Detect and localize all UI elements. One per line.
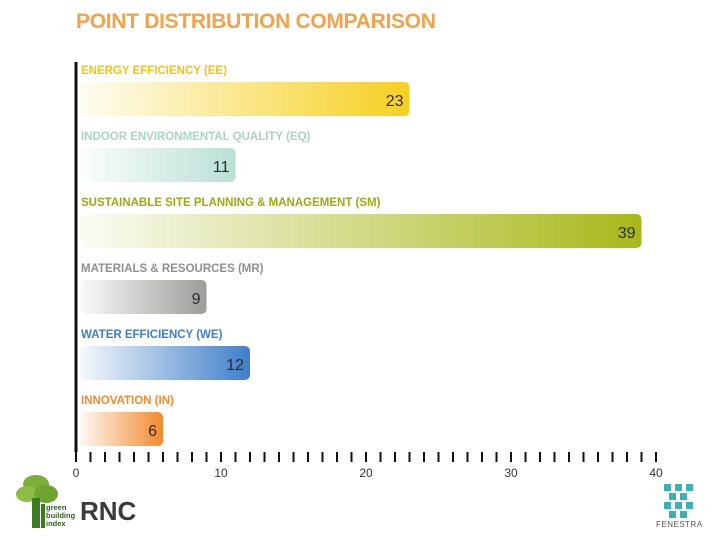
logo-word-1: green	[46, 503, 67, 512]
x-tick-label: 30	[504, 466, 518, 480]
bar	[80, 214, 642, 248]
x-tick-label: 0	[73, 466, 80, 480]
logo-word-3: index	[46, 519, 66, 528]
data-label: 11	[213, 159, 230, 176]
bar	[80, 412, 163, 446]
x-tick-label: 40	[649, 466, 663, 480]
data-label: 9	[192, 291, 201, 308]
bar	[80, 148, 236, 182]
logo-word-2: building	[46, 511, 76, 520]
data-label: 23	[386, 93, 404, 110]
data-label: 39	[618, 225, 636, 242]
category-label: WATER EFFICIENCY (WE)	[81, 329, 223, 341]
category-label: MATERIALS & RESOURCES (MR)	[81, 263, 264, 275]
data-label: 12	[226, 357, 244, 374]
bar	[80, 346, 250, 380]
chart-title: POINT DISTRIBUTION COMPARISON	[76, 10, 436, 33]
fenestra-logo	[664, 484, 693, 518]
category-label: INDOOR ENVIRONMENTAL QUALITY (EQ)	[81, 131, 311, 143]
x-tick-label: 20	[359, 466, 373, 480]
fenestra-label: FENESTRA	[656, 520, 703, 529]
category-label: ENERGY EFFICIENCY (EE)	[81, 65, 227, 77]
green-building-index-logo: green building index	[16, 475, 76, 528]
data-label: 6	[148, 423, 157, 440]
brand-name: RNC	[80, 496, 137, 526]
category-label: SUSTAINABLE SITE PLANNING & MANAGEMENT (…	[81, 197, 381, 209]
bar	[80, 82, 410, 116]
bar	[80, 280, 207, 314]
category-label: INNOVATION (IN)	[81, 395, 174, 407]
x-tick-label: 10	[214, 466, 228, 480]
